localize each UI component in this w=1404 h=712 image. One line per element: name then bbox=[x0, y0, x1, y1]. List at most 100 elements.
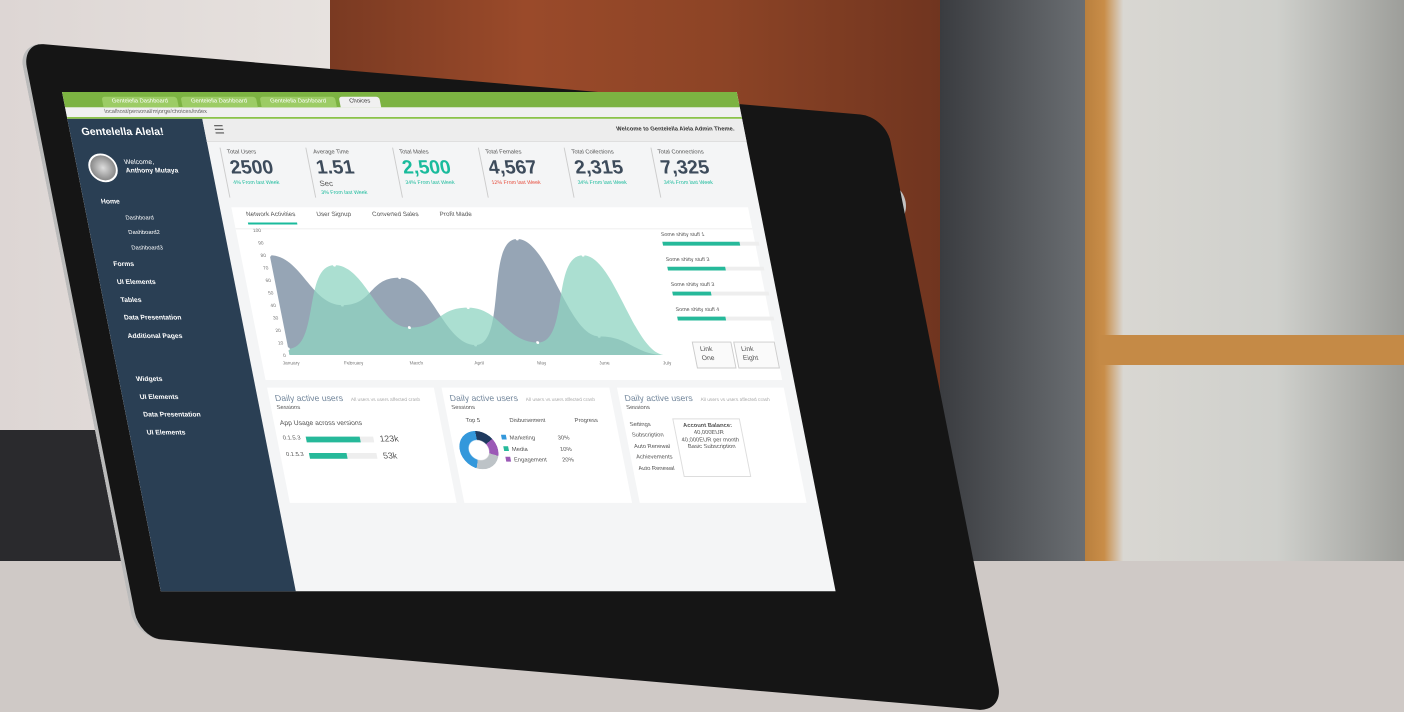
background-frame bbox=[940, 0, 1090, 561]
browser-tab[interactable]: Choices bbox=[338, 96, 382, 108]
top5-label: Top 5 bbox=[465, 417, 481, 424]
settings-item[interactable]: Auto Renewal bbox=[637, 465, 676, 472]
top-bar: ☰ Welcome to Gentelella Alela Admin Theme… bbox=[202, 118, 747, 142]
card-subtitle: All users vs users affected crash bbox=[700, 397, 771, 404]
y-tick-label: 80 bbox=[260, 254, 267, 260]
stat-label: Total Collections bbox=[571, 149, 615, 156]
sidebar-subitem[interactable]: Dashboard bbox=[124, 215, 155, 222]
sidebar-item-additional-pages[interactable]: Additional Pages bbox=[127, 332, 184, 340]
x-tick-label: June bbox=[599, 361, 611, 367]
sidebar-item-home[interactable]: Home bbox=[100, 198, 121, 206]
sidebar-subitem[interactable]: Dashboard2 bbox=[127, 230, 161, 236]
version-value: 123k bbox=[378, 434, 400, 444]
legend-label: Media bbox=[511, 447, 529, 453]
browser-tab[interactable]: Gentelella Dashboard bbox=[259, 96, 338, 108]
stat-value: 2,315 bbox=[572, 156, 625, 178]
sidebar-item-forms[interactable]: Forms bbox=[112, 260, 135, 268]
progress-label: Progress bbox=[574, 417, 599, 424]
progress-bar bbox=[672, 291, 770, 296]
tab-user-signup[interactable]: User Signup bbox=[315, 211, 352, 219]
x-tick-label: February bbox=[344, 361, 365, 367]
link-one-button[interactable]: Link One bbox=[691, 341, 737, 369]
link-eight-button[interactable]: Link Eight bbox=[732, 341, 780, 369]
legend-item: Engagement 20% bbox=[505, 457, 575, 465]
progress-item: Some shitty stuff 4 bbox=[675, 307, 775, 321]
stat-delta: 12% From last Week bbox=[490, 179, 542, 186]
version-label: 0.1.5.3 bbox=[282, 435, 302, 442]
x-tick-label: July bbox=[662, 361, 672, 367]
y-tick-label: 10 bbox=[278, 341, 285, 347]
address-bar-text[interactable]: localhost/personal/mjorge/choices/index bbox=[103, 109, 208, 116]
legend-pct: 20% bbox=[561, 458, 575, 464]
data-point bbox=[536, 341, 540, 345]
profile: Welcome, Anthony Mutaya bbox=[73, 147, 216, 187]
y-tick-label: 40 bbox=[270, 303, 277, 309]
stat-label: Total Males bbox=[398, 149, 430, 156]
stat-label: Average Time bbox=[312, 149, 350, 156]
y-tick-label: 50 bbox=[268, 291, 275, 297]
data-point bbox=[407, 326, 411, 330]
sidebar-item-data-presentation[interactable]: Data Presentation bbox=[123, 314, 183, 322]
browser-tab[interactable]: Gentelella Dashboard bbox=[101, 96, 179, 108]
stat-label: Total Connections bbox=[657, 149, 705, 156]
stat-unit: Sec bbox=[318, 178, 334, 188]
legend-item: Media 10% bbox=[503, 446, 573, 454]
tab-profit-made[interactable]: Profit Made bbox=[439, 211, 473, 219]
card-title: Daily active users bbox=[448, 393, 519, 404]
stat-delta: 3% From last Week bbox=[320, 189, 368, 196]
sidebar-item-data-presentation[interactable]: Data Presentation bbox=[142, 411, 202, 419]
tab-converted-sales[interactable]: Converted Sales bbox=[371, 211, 420, 219]
stat-value: 1.51 bbox=[314, 156, 356, 178]
version-row: 0.1.5.3 53k bbox=[285, 451, 443, 462]
settings-item[interactable]: Auto Renewal bbox=[633, 443, 671, 450]
stat-value: 4,567 bbox=[486, 156, 539, 178]
app-usage-card: Daily active users All users vs users aff… bbox=[267, 388, 458, 504]
legend-swatch bbox=[501, 435, 508, 440]
progress-list: Some shitty stuff 1 Some shitty stuff 3 So… bbox=[660, 233, 776, 332]
user-name: Anthony Mutaya bbox=[125, 167, 179, 175]
settings-item[interactable]: Subscription bbox=[631, 432, 665, 439]
data-point bbox=[286, 347, 290, 351]
progress-label: Some shitty stuff 3 bbox=[665, 257, 711, 264]
y-tick-label: 60 bbox=[265, 278, 272, 284]
tab-network-activities[interactable]: Network Activities bbox=[245, 211, 298, 224]
card-sessions: Sessions bbox=[451, 405, 476, 411]
y-tick-label: 100 bbox=[253, 229, 262, 235]
stat-card: Total Users 2500 4% From last Week bbox=[219, 147, 316, 198]
stat-delta: 34% From last Week bbox=[577, 179, 628, 186]
progress-item: Some shitty stuff 1 bbox=[660, 232, 760, 246]
legend-swatch bbox=[505, 457, 512, 462]
settings-item[interactable]: Settings bbox=[629, 421, 652, 428]
app-usage-title: App Usage across versions bbox=[279, 419, 363, 427]
donut-chart bbox=[456, 430, 503, 470]
sidebar-item-ui-elements[interactable]: UI Elements bbox=[146, 429, 187, 437]
y-tick-label: 70 bbox=[263, 266, 270, 272]
menu-icon[interactable]: ☰ bbox=[212, 122, 226, 137]
sidebar-item-ui-elements[interactable]: UI Elements bbox=[116, 278, 157, 286]
x-tick-label: March bbox=[409, 361, 424, 367]
shelf bbox=[1085, 0, 1404, 561]
stat-card: Average Time 1.51 Sec 3% From last Week bbox=[305, 147, 402, 198]
sidebar-subitem[interactable]: Dashboard3 bbox=[130, 245, 164, 251]
address-bar[interactable]: localhost/personal/mjorge/choices/index bbox=[65, 107, 743, 119]
data-point bbox=[466, 306, 470, 310]
subscription-type: Basic Subscription bbox=[687, 444, 737, 451]
browser-tab[interactable]: Gentelella Dashboard bbox=[180, 96, 258, 108]
legend-pct: 30% bbox=[557, 435, 571, 442]
sidebar-item-ui-elements[interactable]: UI Elements bbox=[139, 393, 180, 401]
stats-row: Total Users 2500 4% From last Week Average … bbox=[207, 142, 759, 204]
area-series-2 bbox=[288, 255, 666, 356]
stat-card: Total Collections 2,315 34% From last Week bbox=[563, 147, 661, 198]
settings-item[interactable]: Achievements bbox=[635, 454, 674, 461]
sidebar-item-tables[interactable]: Tables bbox=[119, 296, 143, 304]
y-tick-label: 90 bbox=[258, 241, 265, 247]
card-subtitle: All users vs users affected crash bbox=[350, 397, 421, 404]
brand[interactable]: Gentelella Alela! bbox=[80, 126, 165, 139]
balance-value: 40,000EUR bbox=[693, 429, 725, 436]
donut-legend: Marketing 30% Media 10% Engagement 20% bbox=[501, 432, 576, 468]
sidebar-item-widgets[interactable]: Widgets bbox=[135, 375, 164, 383]
balance-per-month: 40,000EUR per month bbox=[681, 437, 740, 443]
stat-card: Total Connections 7,325 34% From last Week bbox=[650, 147, 747, 198]
progress-label: Some shitty stuff 1 bbox=[660, 232, 706, 239]
